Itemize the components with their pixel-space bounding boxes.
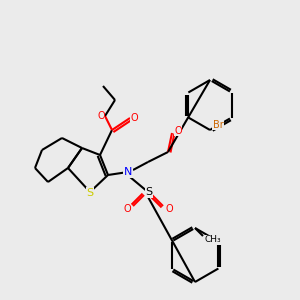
Text: Br: Br bbox=[213, 120, 224, 130]
Text: O: O bbox=[97, 111, 105, 121]
Text: O: O bbox=[174, 126, 182, 136]
Text: S: S bbox=[146, 187, 153, 197]
Text: S: S bbox=[86, 188, 94, 198]
Text: N: N bbox=[124, 167, 132, 177]
Text: O: O bbox=[165, 204, 173, 214]
Text: CH₃: CH₃ bbox=[205, 236, 221, 244]
Text: O: O bbox=[130, 113, 138, 123]
Text: O: O bbox=[123, 204, 131, 214]
